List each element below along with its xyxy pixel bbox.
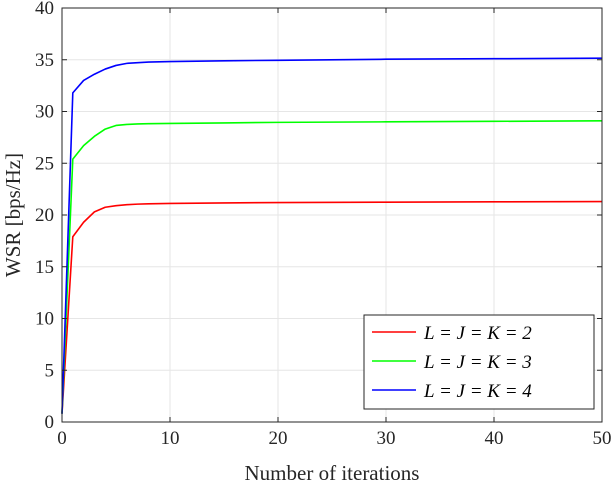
legend-label-3: L = J = K = 4 xyxy=(423,381,532,402)
x-tick-label: 10 xyxy=(161,428,180,449)
y-tick-label: 40 xyxy=(35,0,54,19)
series-lines xyxy=(61,57,603,414)
y-tick-label: 25 xyxy=(35,153,54,174)
y-tick-label: 5 xyxy=(45,360,55,381)
legend-box xyxy=(363,314,595,410)
x-tick-label: 50 xyxy=(593,428,612,449)
series-line-2 xyxy=(61,120,603,414)
x-tick-label: 30 xyxy=(377,428,396,449)
x-tick-label: 20 xyxy=(269,428,288,449)
y-axis-title: WSR [bps/Hz] xyxy=(1,153,25,277)
y-tick-label: 30 xyxy=(35,102,54,123)
x-tick-label: 40 xyxy=(485,428,504,449)
y-tick-label: 10 xyxy=(35,309,54,330)
legend-label-2: L = J = K = 3 xyxy=(423,352,532,373)
series-line-3 xyxy=(61,57,603,414)
y-tick-label: 20 xyxy=(35,205,54,226)
legend-label-1: L = J = K = 2 xyxy=(423,323,532,344)
x-axis-title: Number of iterations xyxy=(245,461,420,485)
y-tick-label: 15 xyxy=(35,257,54,278)
legend: L = J = K = 2 L = J = K = 3 L = J = K = 4 xyxy=(363,314,595,410)
series-line-1 xyxy=(61,200,603,414)
y-tick-label: 0 xyxy=(45,412,55,433)
y-tick-label: 35 xyxy=(35,50,54,71)
x-tick-label: 0 xyxy=(57,428,67,449)
axis-ticks: 0 10 20 30 40 50 0 5 10 15 20 25 30 35 40 xyxy=(35,0,612,449)
